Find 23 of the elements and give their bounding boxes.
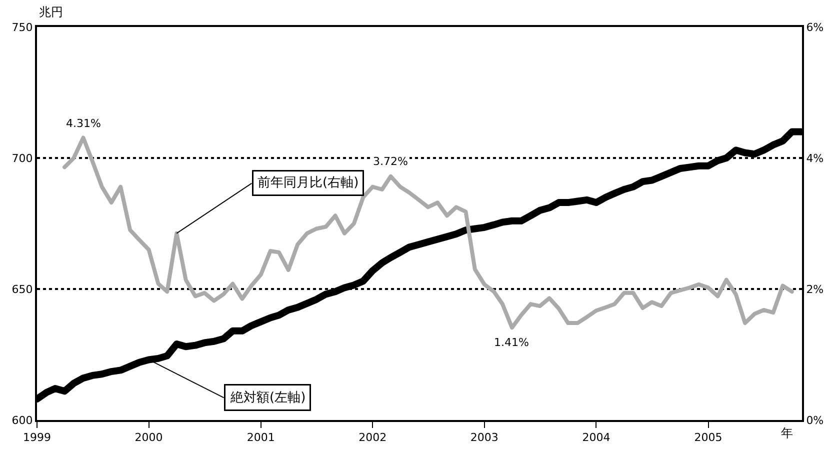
y-tick-label: 650	[12, 282, 33, 296]
x-tick-label: 2004	[582, 431, 610, 444]
data-label: 4.31%	[66, 117, 101, 130]
y2-tick-label: 2%	[806, 282, 824, 296]
y2-tick-label: 4%	[806, 152, 824, 165]
data-label: 1.41%	[494, 336, 529, 349]
y-axis-title: 兆円	[39, 5, 63, 19]
line-series	[62, 136, 794, 330]
data-label: 3.72%	[373, 155, 408, 168]
y-tick-label: 600	[12, 414, 33, 427]
x-tick-label: 2002	[358, 431, 387, 444]
x-tick-label: 1999	[23, 431, 51, 444]
series-label: 前年同月比(右軸)	[258, 176, 359, 190]
y2-tick-label: 6%	[806, 20, 824, 34]
x-tick-label: 2003	[470, 431, 498, 444]
x-tick-label: 2000	[134, 431, 163, 444]
x-axis-title: 年	[781, 426, 793, 440]
x-tick-label: 2005	[694, 431, 722, 444]
y2-tick-label: 0%	[806, 414, 824, 427]
text: 絶対額(左軸)	[230, 390, 306, 406]
x-tick-label: 2001	[246, 431, 275, 444]
y-tick-label: 750	[12, 20, 33, 34]
y-tick-label: 700	[12, 152, 33, 165]
